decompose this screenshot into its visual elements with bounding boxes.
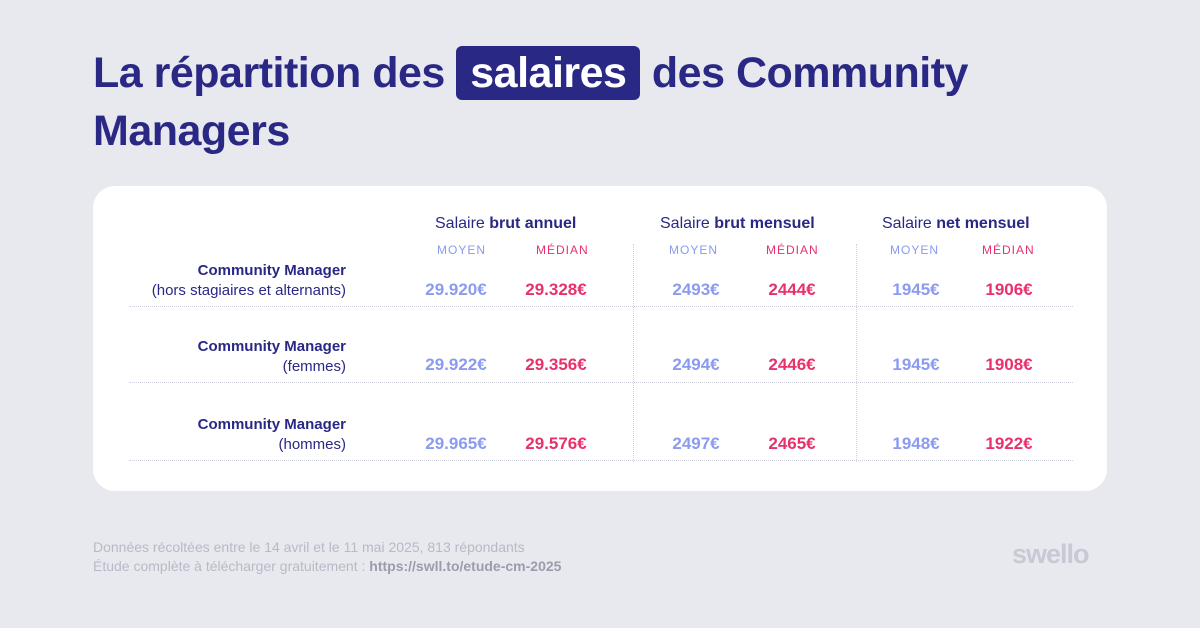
sub-label-moyen: Moyen xyxy=(669,243,719,257)
salary-table-card: Salaire brut annuel Salaire brut mensuel… xyxy=(93,186,1107,491)
study-link[interactable]: https://swll.to/etude-cm-2025 xyxy=(369,558,562,574)
value-brut-mensuel-moyen: 2497€ xyxy=(672,434,720,453)
value-brut-annuel-moyen: 29.922€ xyxy=(425,355,487,374)
value-net-mensuel-median: 1922€ xyxy=(985,434,1033,453)
value-net-mensuel-moyen: 1945€ xyxy=(892,355,940,374)
row-label-hommes: Community Manager (hommes) xyxy=(197,416,346,453)
value-brut-annuel-moyen: 29.920€ xyxy=(425,280,487,299)
value-brut-mensuel-moyen: 2494€ xyxy=(672,355,720,374)
sub-label-moyen: Moyen xyxy=(437,243,487,257)
row-label-all: Community Manager (hors stagiaires et al… xyxy=(151,262,346,299)
group-title-net-mensuel: Salaire net mensuel xyxy=(882,215,1030,232)
footer-line-2: Étude complète à télécharger gratuitemen… xyxy=(93,558,562,574)
footer-note: Données récoltées entre le 14 avril et l… xyxy=(93,538,561,576)
value-net-mensuel-moyen: 1945€ xyxy=(892,280,940,299)
column-divider xyxy=(856,244,857,462)
group-title-brut-mensuel: Salaire brut mensuel xyxy=(660,215,815,232)
sub-label-median: Médian xyxy=(536,243,589,257)
page-title: La répartition des salaires des Communit… xyxy=(93,44,1093,160)
value-brut-annuel-median: 29.576€ xyxy=(525,434,587,453)
value-brut-annuel-moyen: 29.965€ xyxy=(425,434,487,453)
value-brut-mensuel-median: 2465€ xyxy=(768,434,816,453)
value-brut-mensuel-moyen: 2493€ xyxy=(672,280,720,299)
value-brut-mensuel-median: 2444€ xyxy=(768,280,816,299)
group-title-brut-annuel: Salaire brut annuel xyxy=(435,215,577,232)
column-divider xyxy=(633,244,634,462)
value-brut-mensuel-median: 2446€ xyxy=(768,355,816,374)
sub-label-median: Médian xyxy=(766,243,819,257)
sub-label-median: Médian xyxy=(982,243,1035,257)
title-highlight: salaires xyxy=(456,46,641,100)
value-brut-annuel-median: 29.356€ xyxy=(525,355,587,374)
value-net-mensuel-moyen: 1948€ xyxy=(892,434,940,453)
value-net-mensuel-median: 1908€ xyxy=(985,355,1033,374)
value-net-mensuel-median: 1906€ xyxy=(985,280,1033,299)
title-after: des Community Managers xyxy=(93,49,968,155)
footer-line-1: Données récoltées entre le 14 avril et l… xyxy=(93,539,525,555)
swello-logo: swello xyxy=(1012,539,1090,569)
row-divider xyxy=(129,382,1073,383)
row-divider xyxy=(129,306,1073,307)
sub-label-moyen: Moyen xyxy=(890,243,940,257)
row-divider xyxy=(129,460,1073,461)
value-brut-annuel-median: 29.328€ xyxy=(525,280,587,299)
title-before: La répartition des xyxy=(93,49,445,97)
row-label-femmes: Community Manager (femmes) xyxy=(197,338,346,375)
